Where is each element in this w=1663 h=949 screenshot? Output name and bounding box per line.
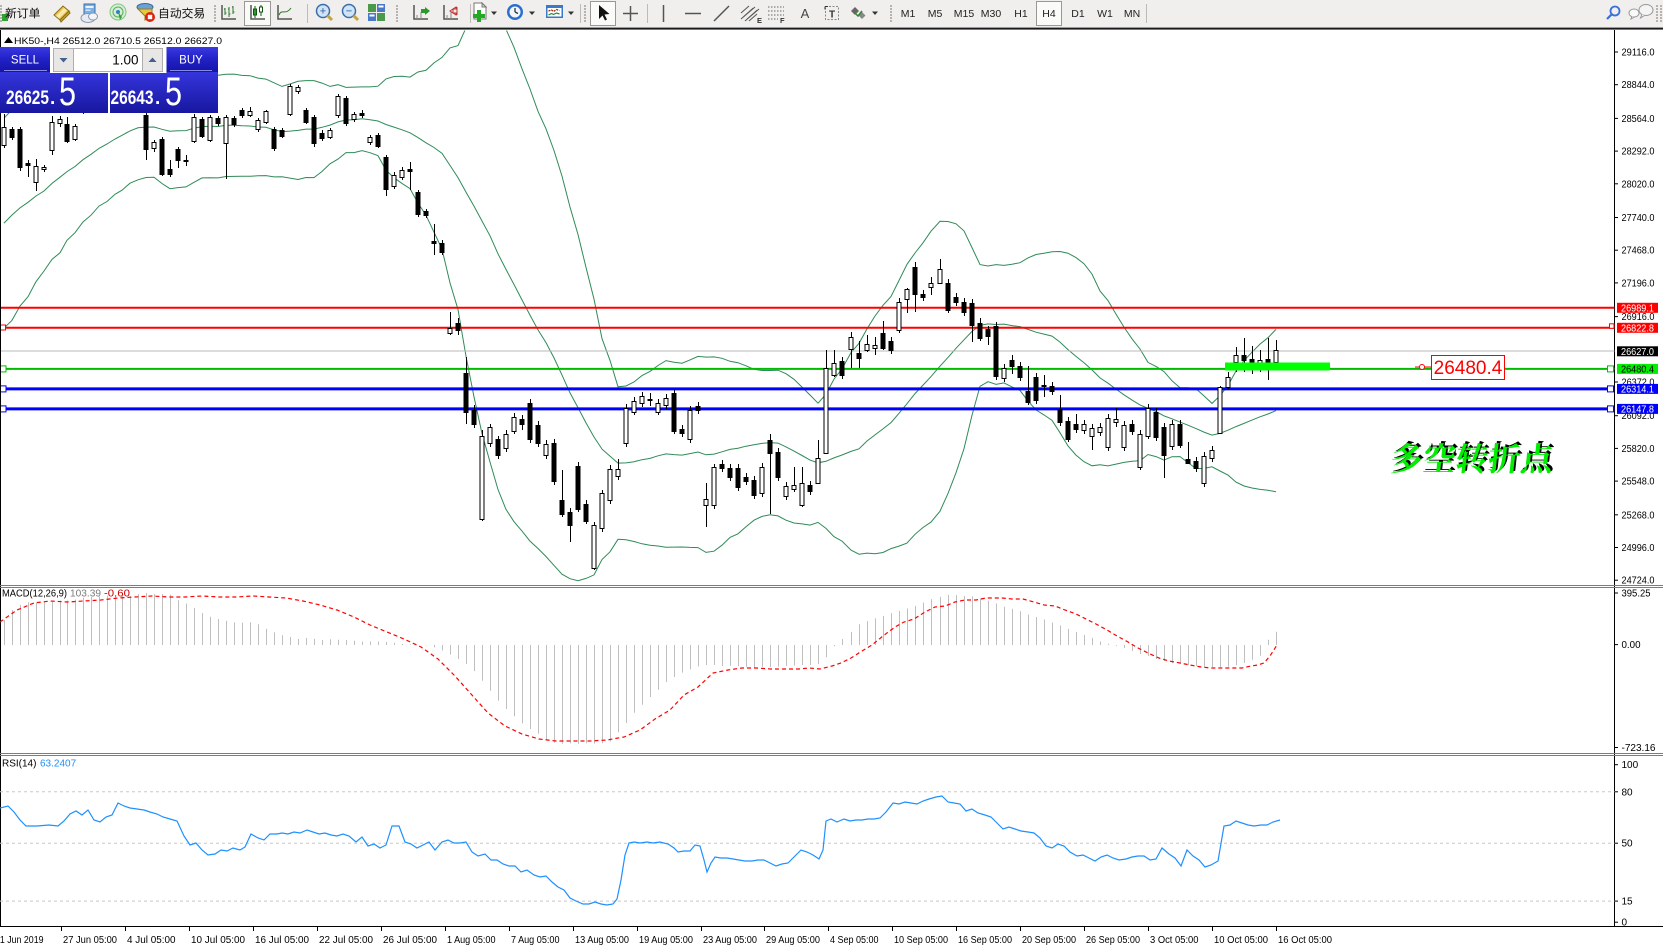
- svg-text:E: E: [757, 16, 762, 25]
- svg-text:26822.8: 26822.8: [1621, 323, 1654, 334]
- svg-text:5: 5: [59, 70, 76, 114]
- svg-text:27740.0: 27740.0: [1622, 213, 1655, 224]
- svg-text:26372.0: 26372.0: [1622, 378, 1655, 389]
- svg-text:26989.1: 26989.1: [1621, 303, 1654, 314]
- svg-text:5: 5: [165, 70, 182, 114]
- svg-text:26147.8: 26147.8: [1621, 404, 1654, 415]
- svg-text:24996.0: 24996.0: [1622, 543, 1655, 554]
- svg-text:M15: M15: [954, 8, 975, 20]
- svg-text:H4: H4: [1042, 8, 1056, 20]
- svg-text:+: +: [320, 6, 326, 18]
- svg-text:13 Aug 05:00: 13 Aug 05:00: [575, 935, 629, 946]
- svg-text:80: 80: [1622, 787, 1634, 798]
- svg-text:26625: 26625: [6, 88, 49, 109]
- svg-text:23 Aug 05:00: 23 Aug 05:00: [703, 935, 757, 946]
- svg-text:19 Aug 05:00: 19 Aug 05:00: [639, 935, 693, 946]
- svg-text:26480.4: 26480.4: [1434, 358, 1503, 379]
- svg-text:3 Oct 05:00: 3 Oct 05:00: [1150, 935, 1199, 946]
- svg-text:26 Sep 05:00: 26 Sep 05:00: [1086, 935, 1140, 946]
- svg-text:24724.0: 24724.0: [1622, 576, 1655, 587]
- svg-text:1 Aug 05:00: 1 Aug 05:00: [447, 935, 496, 946]
- svg-text:4 Jul 05:00: 4 Jul 05:00: [127, 935, 176, 946]
- svg-text:10 Sep 05:00: 10 Sep 05:00: [894, 935, 948, 946]
- svg-text:MACD(12,26,9): MACD(12,26,9): [2, 589, 67, 600]
- svg-text:28020.0: 28020.0: [1622, 179, 1655, 190]
- svg-text:.: .: [155, 88, 160, 109]
- svg-text:10 Oct 05:00: 10 Oct 05:00: [1214, 935, 1268, 946]
- svg-text:25820.0: 25820.0: [1622, 444, 1655, 455]
- svg-text:16 Sep 05:00: 16 Sep 05:00: [958, 935, 1012, 946]
- svg-text:22 Jul 05:00: 22 Jul 05:00: [319, 935, 373, 946]
- svg-text:-723.16: -723.16: [1622, 743, 1656, 754]
- svg-text:21 Jun 2019: 21 Jun 2019: [0, 935, 44, 946]
- svg-text:25268.0: 25268.0: [1622, 510, 1655, 521]
- svg-text:26916.0: 26916.0: [1622, 312, 1655, 323]
- svg-text:63.2407: 63.2407: [40, 759, 77, 770]
- svg-text:26092.0: 26092.0: [1622, 411, 1655, 422]
- svg-text:RSI(14): RSI(14): [2, 759, 36, 770]
- svg-text:26627.0: 26627.0: [1621, 347, 1654, 358]
- svg-text:20 Sep 05:00: 20 Sep 05:00: [1022, 935, 1076, 946]
- svg-text:26 Jul 05:00: 26 Jul 05:00: [383, 935, 437, 946]
- svg-text:1.00: 1.00: [112, 53, 138, 68]
- svg-text:16 Jul 05:00: 16 Jul 05:00: [255, 935, 309, 946]
- svg-text:M30: M30: [981, 8, 1002, 20]
- svg-text:0.00: 0.00: [1622, 640, 1641, 651]
- svg-text:HK50-,H4 26512.0 26710.5 2651: HK50-,H4 26512.0 26710.5 26512.0 26627.0: [14, 36, 222, 47]
- svg-text:395.25: 395.25: [1622, 589, 1651, 600]
- svg-text:27196.0: 27196.0: [1622, 278, 1655, 289]
- svg-text:26643: 26643: [111, 88, 154, 109]
- svg-text:10 Jul 05:00: 10 Jul 05:00: [191, 935, 245, 946]
- svg-text:A: A: [801, 6, 810, 21]
- svg-text:27 Jun 05:00: 27 Jun 05:00: [63, 935, 117, 946]
- svg-text:100: 100: [1622, 760, 1639, 771]
- svg-text:7 Aug 05:00: 7 Aug 05:00: [511, 935, 560, 946]
- svg-text:.: .: [50, 88, 55, 109]
- svg-text:-0.60: -0.60: [104, 589, 130, 600]
- svg-text:103.39: 103.39: [70, 589, 101, 600]
- svg-text:16 Oct 05:00: 16 Oct 05:00: [1278, 935, 1332, 946]
- svg-text:27468.0: 27468.0: [1622, 246, 1655, 257]
- svg-text:4 Sep 05:00: 4 Sep 05:00: [830, 935, 879, 946]
- svg-text:F: F: [780, 16, 785, 25]
- svg-text:26314.1: 26314.1: [1621, 384, 1654, 395]
- svg-text:T: T: [829, 10, 835, 21]
- svg-text:BUY: BUY: [179, 55, 203, 67]
- svg-text:H1: H1: [1014, 8, 1028, 20]
- svg-text:0: 0: [1622, 918, 1628, 929]
- svg-text:MN: MN: [1124, 8, 1140, 20]
- svg-text:M5: M5: [928, 8, 943, 20]
- svg-text:D1: D1: [1071, 8, 1085, 20]
- svg-text:28292.0: 28292.0: [1622, 147, 1655, 158]
- svg-text:W1: W1: [1097, 8, 1113, 20]
- svg-text:50: 50: [1622, 839, 1634, 850]
- svg-text:26480.4: 26480.4: [1621, 364, 1654, 375]
- svg-text:SELL: SELL: [11, 55, 40, 67]
- svg-text:29116.0: 29116.0: [1622, 48, 1655, 59]
- svg-text:29 Aug 05:00: 29 Aug 05:00: [766, 935, 820, 946]
- svg-text:28844.0: 28844.0: [1622, 80, 1655, 91]
- svg-text:−: −: [346, 6, 352, 18]
- svg-text:28564.0: 28564.0: [1622, 114, 1655, 125]
- svg-text:25548.0: 25548.0: [1622, 477, 1655, 488]
- svg-text:M1: M1: [901, 8, 916, 20]
- svg-text:15: 15: [1622, 897, 1634, 908]
